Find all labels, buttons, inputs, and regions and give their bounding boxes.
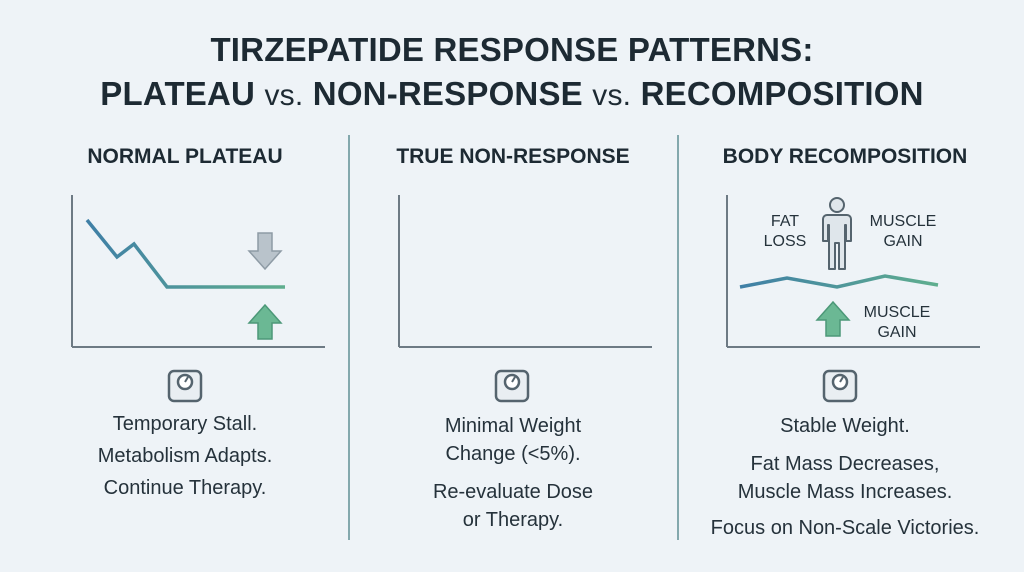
up-arrow-icon <box>247 303 283 340</box>
panel-true-non-response: TRUE NON-RESPONSE Minimal Weight Change … <box>352 140 674 550</box>
title-recomposition: RECOMPOSITION <box>640 75 924 112</box>
desc-line: Metabolism Adapts. <box>97 445 273 467</box>
plateau-description: Temporary Stall. Metabolism Adapts. Cont… <box>25 410 345 502</box>
weight-trend-line <box>85 218 285 289</box>
desc-line: Continue Therapy. <box>103 477 267 499</box>
weight-trend-line <box>739 274 939 289</box>
panel-heading: NORMAL PLATEAU <box>87 145 283 168</box>
title-plateau: PLATEAU <box>100 75 256 112</box>
panel-body-recomposition: BODY RECOMPOSITION FAT LOSS MUSCLE GAIN … <box>680 140 1010 550</box>
non-response-chart <box>398 195 652 348</box>
desc-line: Minimal Weight <box>444 415 582 437</box>
scale-icon <box>167 369 203 403</box>
scale-icon <box>822 369 858 403</box>
muscle-gain-top-label: MUSCLE GAIN <box>858 212 948 252</box>
title-line-2: PLATEAU vs. NON-RESPONSE vs. RECOMPOSITI… <box>0 72 1024 118</box>
label-line: GAIN <box>883 233 923 250</box>
label-line: GAIN <box>877 324 917 341</box>
fat-loss-label: FAT LOSS <box>755 212 815 252</box>
panel-heading: BODY RECOMPOSITION <box>722 145 968 168</box>
plateau-chart <box>71 195 325 348</box>
desc-line: Fat Mass Decreases, <box>750 453 940 475</box>
desc-line: Stable Weight. <box>780 415 910 437</box>
title-vs-2: vs. <box>592 79 632 112</box>
divider-right <box>677 135 679 540</box>
down-arrow-icon <box>247 232 283 271</box>
title-vs-1: vs. <box>264 79 304 112</box>
label-line: MUSCLE <box>869 213 937 230</box>
non-response-description: Minimal Weight Change (<5%). Re-evaluate… <box>352 412 674 534</box>
recomposition-description: Stable Weight. Fat Mass Decreases, Muscl… <box>680 412 1010 542</box>
recomposition-chart <box>726 195 980 348</box>
desc-line: Change (<5%). <box>445 443 581 465</box>
desc-line: Muscle Mass Increases. <box>737 481 953 503</box>
person-icon <box>822 197 852 270</box>
panel-heading: TRUE NON-RESPONSE <box>396 145 630 168</box>
desc-line: Re-evaluate Dose <box>432 481 594 503</box>
title-line-1: TIRZEPATIDE RESPONSE PATTERNS: <box>210 31 814 68</box>
desc-line: Temporary Stall. <box>112 413 258 435</box>
muscle-gain-bottom-label: MUSCLE GAIN <box>852 303 942 343</box>
desc-line: Focus on Non-Scale Victories. <box>710 517 980 539</box>
panel-normal-plateau: NORMAL PLATEAU Temporary Stall. Metaboli… <box>25 140 345 550</box>
title-non-response: NON-RESPONSE <box>312 75 583 112</box>
label-line: MUSCLE <box>863 304 931 321</box>
scale-icon <box>494 369 530 403</box>
label-line: FAT <box>770 213 800 230</box>
desc-line: or Therapy. <box>462 509 564 531</box>
divider-left <box>348 135 350 540</box>
page-title: TIRZEPATIDE RESPONSE PATTERNS: PLATEAU v… <box>0 28 1024 118</box>
label-line: LOSS <box>763 233 807 250</box>
up-arrow-icon <box>815 300 851 337</box>
